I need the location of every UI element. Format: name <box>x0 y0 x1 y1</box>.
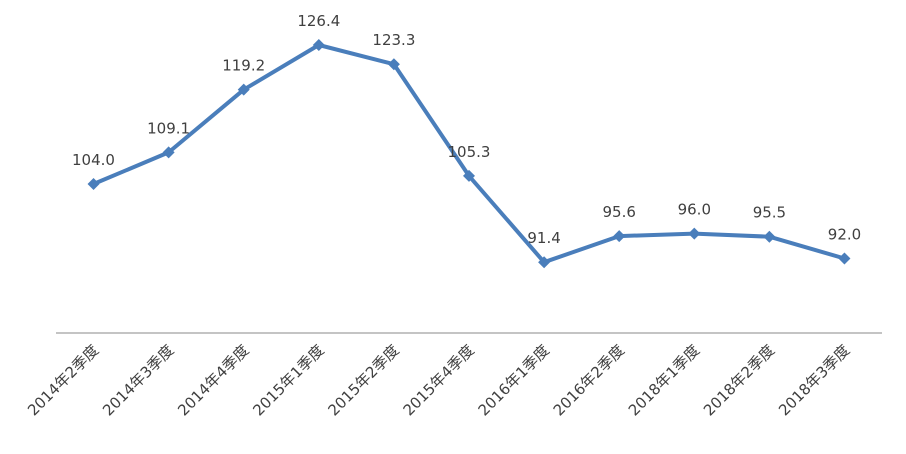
x-tick-label: 2018年2季度 <box>700 341 778 419</box>
data-label: 95.6 <box>602 203 635 221</box>
data-label: 104.0 <box>72 151 115 169</box>
data-label: 119.2 <box>222 57 265 75</box>
data-point-marker <box>312 39 325 51</box>
x-tick-label-layer: 2014年2季度2014年3季度2014年4季度2015年1季度2015年2季度… <box>24 341 853 419</box>
data-point-marker <box>838 252 851 265</box>
data-point-marker <box>87 178 100 190</box>
data-point-marker <box>613 230 626 243</box>
data-label: 126.4 <box>297 12 340 30</box>
data-point-marker <box>538 256 551 269</box>
data-label: 109.1 <box>147 119 190 137</box>
data-label: 96.0 <box>678 201 711 219</box>
x-tick-label: 2015年1季度 <box>249 341 327 419</box>
x-tick-label: 2016年1季度 <box>475 341 553 419</box>
x-tick-label: 2018年3季度 <box>775 341 853 419</box>
data-point-marker <box>463 169 475 182</box>
data-point-marker <box>763 230 776 243</box>
marker-layer <box>87 39 851 269</box>
data-point-marker <box>688 227 701 240</box>
data-label: 95.5 <box>753 204 786 222</box>
data-point-marker <box>162 146 175 159</box>
data-point-marker <box>387 58 400 71</box>
data-label: 92.0 <box>828 226 861 244</box>
data-label-layer: 104.0 109.1 119.2 126.4 123.3 105.3 91.4 95.6 96… <box>72 12 861 247</box>
x-tick-label: 2018年1季度 <box>625 341 703 419</box>
data-label: 91.4 <box>527 229 560 247</box>
x-tick-label: 2014年2季度 <box>24 341 102 419</box>
x-tick-label: 2014年4季度 <box>174 341 252 419</box>
data-point-marker <box>237 83 250 96</box>
data-label: 105.3 <box>448 143 491 161</box>
x-tick-label: 2014年3季度 <box>99 341 177 419</box>
data-label: 123.3 <box>372 31 415 49</box>
x-tick-label: 2015年2季度 <box>324 341 402 419</box>
x-tick-label: 2015年4季度 <box>400 341 478 419</box>
x-tick-label: 2016年2季度 <box>550 341 628 419</box>
